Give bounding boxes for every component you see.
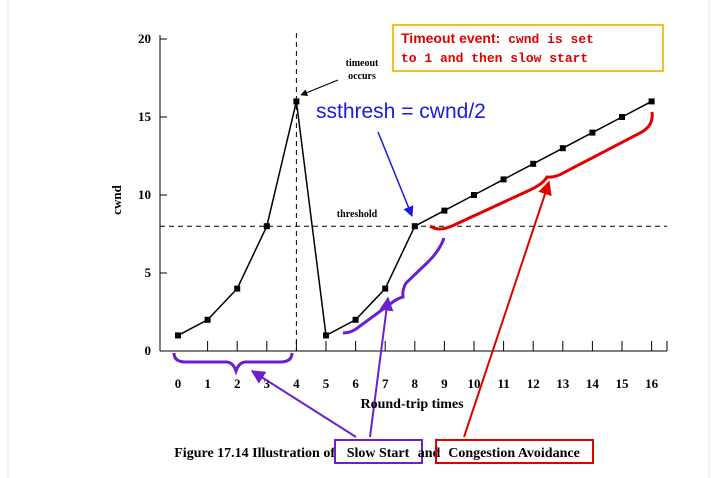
x-tick-label: 5 — [323, 376, 330, 391]
caption-middle: and — [418, 446, 441, 461]
data-point — [234, 285, 241, 292]
slow-start-brace-1 — [172, 352, 294, 376]
x-tick-label: 9 — [441, 376, 448, 391]
y-tick-label: 15 — [138, 109, 152, 124]
x-tick-label: 4 — [293, 376, 300, 391]
x-tick-label: 7 — [382, 376, 389, 391]
timeout-box-bold: Timeout event: — [401, 30, 500, 46]
annotations-group — [172, 79, 654, 438]
x-tick-label: 1 — [204, 376, 211, 391]
x-tick-label: 0 — [175, 376, 182, 391]
slow-start-arrow-1 — [250, 370, 357, 438]
timeout-box-text-1: Timeout event: cwnd is set — [401, 30, 594, 47]
caption-prefix: Figure 17.14 Illustration of — [174, 446, 335, 461]
data-point — [530, 160, 537, 167]
series-group — [175, 98, 655, 339]
caption-slow-start: Slow Start — [347, 446, 410, 461]
ssthresh-annotation: ssthresh = cwnd/2 — [316, 100, 486, 123]
y-tick-label: 20 — [138, 31, 151, 46]
x-tick-label: 10 — [468, 376, 481, 391]
data-point — [293, 98, 300, 105]
threshold-label: threshold — [337, 209, 378, 220]
caption-congestion: Congestion Avoidance — [448, 446, 580, 461]
x-tick-label: 8 — [412, 376, 419, 391]
data-point — [263, 223, 270, 230]
congestion-arrow — [463, 180, 552, 438]
ssthresh-arrow — [377, 131, 414, 217]
timeout-box-line1: cwnd is set — [500, 32, 594, 47]
data-point — [382, 285, 389, 292]
y-tick-label: 10 — [138, 187, 151, 202]
slow-start-brace-2 — [342, 237, 446, 335]
x-tick-label: 2 — [234, 376, 241, 391]
x-tick-label: 13 — [556, 376, 570, 391]
data-point — [204, 316, 211, 323]
data-point — [352, 316, 359, 323]
timeout-arrow — [300, 79, 339, 96]
data-point — [175, 332, 181, 339]
y-tick-label: 0 — [145, 343, 152, 358]
x-tick-label: 11 — [497, 376, 509, 391]
data-point — [500, 176, 507, 183]
x-axis-label: Round-trip times — [360, 397, 464, 412]
data-point — [559, 145, 566, 152]
timeout-label-line2: occurs — [348, 71, 376, 82]
timeout-box-line2: to 1 and then slow start — [401, 51, 588, 66]
y-tick-label: 5 — [145, 265, 152, 280]
data-point — [648, 98, 655, 105]
y-axis-label: cwnd — [109, 184, 124, 214]
timeout-label-line1: timeout — [346, 58, 379, 69]
x-tick-label: 3 — [264, 376, 271, 391]
data-point — [589, 129, 596, 136]
x-tick-label: 12 — [527, 376, 540, 391]
data-point — [619, 114, 625, 120]
x-tick-label: 14 — [586, 376, 600, 391]
slow-start-box — [334, 439, 423, 464]
data-point — [323, 332, 329, 339]
x-tick-label: 15 — [616, 376, 630, 391]
data-point — [441, 207, 448, 214]
cwnd-line — [177, 100, 652, 337]
data-point — [471, 192, 477, 198]
congestion-brace — [429, 111, 654, 231]
congestion-avoidance-box — [435, 439, 594, 464]
data-point — [411, 223, 418, 230]
threshold-group — [160, 33, 667, 351]
timeout-box — [392, 24, 664, 72]
x-tick-label: 6 — [352, 376, 359, 391]
slow-start-arrow-2 — [369, 296, 394, 438]
x-tick-label: 16 — [645, 376, 659, 391]
